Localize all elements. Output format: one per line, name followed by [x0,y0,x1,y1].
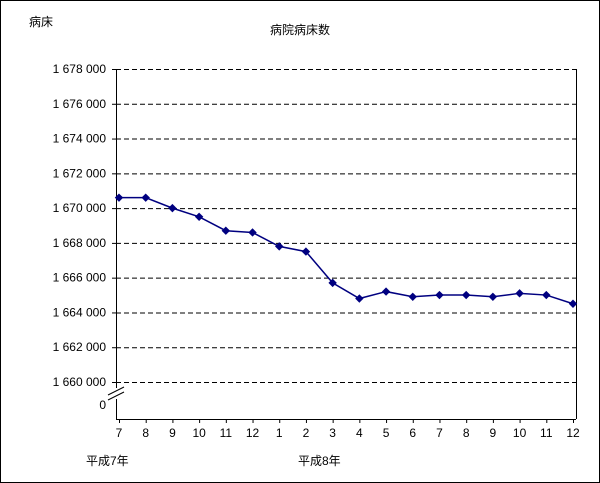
data-point-marker [194,212,204,222]
data-point-marker [408,292,417,302]
x-tick-label: 9 [490,426,497,440]
x-tick-label: 8 [142,426,149,440]
data-point-marker [381,287,391,296]
x-tick-label: 7 [116,426,123,440]
y-tick-label: 1 672 000 [53,166,107,180]
x-tick-label: 12 [566,426,580,440]
x-tick-label: 5 [383,426,390,440]
data-point-marker [461,290,471,300]
y-tick-label: 1 678 000 [53,62,107,76]
plot-frame [116,69,577,420]
x-tick-label: 10 [192,426,206,440]
y-axis-tick-labels: 1 678 000 1 676 000 1 674 000 1 672 000 1 67… [53,62,116,412]
y-tick-label: 1 662 000 [53,340,107,354]
y-tick-label: 1 670 000 [53,201,107,215]
x-tick-label: 8 [463,426,470,440]
data-point-marker [221,226,231,235]
x-tick-label: 9 [169,426,176,440]
chart-title: 病院病床数 [269,23,330,37]
data-point-marker [275,242,284,251]
x-tick-label: 1 [276,426,283,440]
data-point-marker [568,299,578,308]
series-病院病床数 [114,193,578,308]
y-tick-label: 1 674 000 [53,132,107,146]
data-point-marker [168,203,177,213]
x-tick-label: 10 [513,426,527,440]
y-tick-label: 1 676 000 [53,97,107,111]
y-tick-label: 1 660 000 [53,375,107,389]
x-tick-label: 6 [409,426,416,440]
data-point-marker [435,290,444,300]
data-point-marker [488,292,498,302]
x-axis-tick-labels: 7 8 9 10 11 12 1 2 3 4 5 6 7 8 9 10 11 12 [116,419,580,440]
data-point-marker [355,294,364,303]
data-point-marker [301,247,311,256]
x-tick-label: 11 [220,426,233,440]
data-point-marker [141,193,150,202]
axis-break-mark [107,386,125,401]
x-tick-label: 3 [329,426,336,440]
x-axis-era-label-heisei7: 平成7年 [86,454,129,468]
data-point-marker [515,289,524,298]
y-tick-label: 1 668 000 [53,236,107,250]
y-origin-label: 0 [99,398,106,412]
x-axis-era-label-heisei8: 平成8年 [298,454,341,468]
x-tick-label: 11 [540,426,553,440]
x-tick-label: 7 [436,426,443,440]
x-tick-label: 2 [303,426,310,440]
gridlines [116,69,576,383]
x-tick-label: 12 [246,426,260,440]
x-tick-label: 4 [356,426,363,440]
data-point-marker [328,278,337,288]
y-axis-unit-label: 病床 [29,15,54,29]
data-point-marker [542,290,551,300]
data-point-marker [114,193,124,202]
data-point-marker [248,228,257,237]
y-tick-label: 1 664 000 [53,305,107,319]
y-tick-label: 1 666 000 [53,271,107,285]
